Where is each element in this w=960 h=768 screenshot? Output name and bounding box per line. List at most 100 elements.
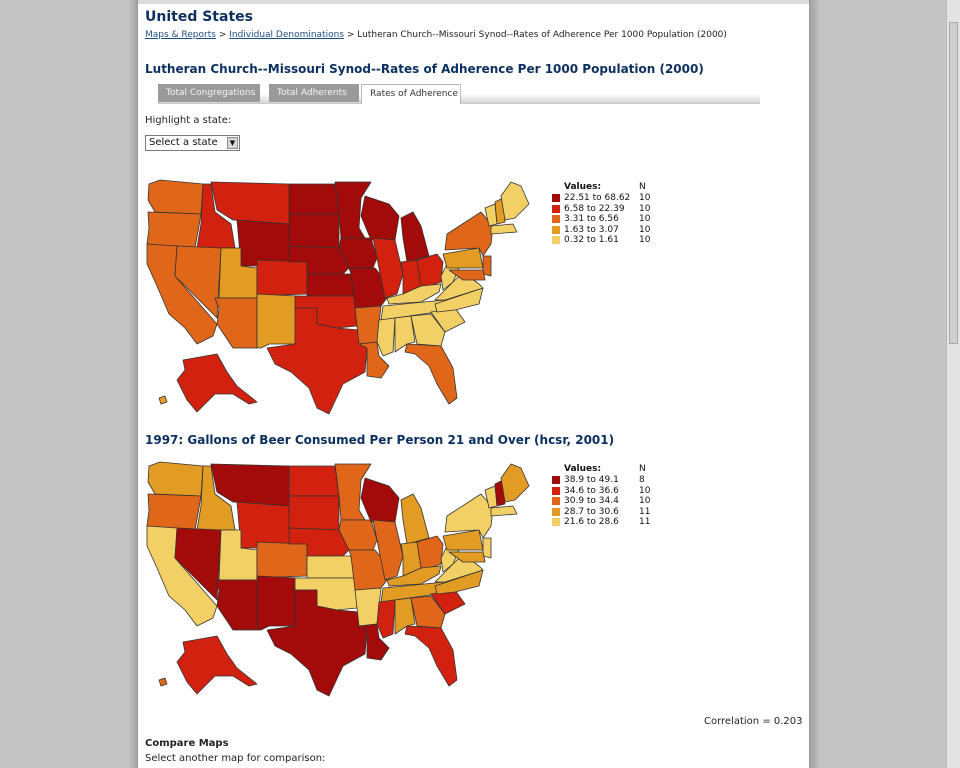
legend-values-header: Values: bbox=[564, 182, 602, 192]
state-ga[interactable] bbox=[410, 595, 446, 629]
state-ak[interactable] bbox=[176, 353, 258, 413]
state-ms[interactable] bbox=[376, 599, 396, 639]
legend-count: 10 bbox=[639, 224, 651, 235]
tab-total-adherents[interactable]: Total Adherents bbox=[269, 84, 359, 102]
state-select-value: Select a state bbox=[149, 137, 218, 148]
state-la[interactable] bbox=[358, 623, 390, 661]
state-wa[interactable] bbox=[147, 461, 204, 497]
state-ks[interactable] bbox=[306, 273, 356, 297]
legend-n-header: N bbox=[639, 464, 646, 474]
breadcrumb-individual-denominations-link[interactable]: Individual Denominations bbox=[229, 30, 345, 40]
legend-label: 21.6 to 28.6 bbox=[564, 517, 619, 527]
state-ma[interactable] bbox=[490, 223, 518, 235]
dropdown-arrow-icon[interactable]: ▼ bbox=[227, 137, 238, 149]
state-mi[interactable] bbox=[400, 211, 430, 263]
legend-n-header: N bbox=[639, 182, 646, 192]
state-ga[interactable] bbox=[410, 313, 446, 347]
state-ky[interactable] bbox=[386, 565, 442, 587]
vertical-scrollbar[interactable] bbox=[946, 0, 960, 768]
breadcrumb-maps-reports-link[interactable]: Maps & Reports bbox=[145, 30, 216, 40]
state-or[interactable] bbox=[146, 211, 202, 249]
state-me[interactable] bbox=[500, 181, 530, 221]
state-ms[interactable] bbox=[376, 317, 396, 357]
legend-swatch bbox=[552, 215, 560, 223]
legend-label: 28.7 to 30.6 bbox=[564, 506, 619, 517]
state-nm[interactable] bbox=[256, 575, 298, 631]
state-al[interactable] bbox=[394, 597, 416, 635]
state-ks[interactable] bbox=[306, 555, 356, 579]
state-al[interactable] bbox=[394, 315, 416, 353]
state-hi[interactable] bbox=[158, 395, 168, 405]
state-pa[interactable] bbox=[442, 247, 484, 269]
state-la[interactable] bbox=[358, 341, 390, 379]
legend-swatch bbox=[552, 225, 560, 234]
state-tx[interactable] bbox=[266, 589, 368, 697]
state-md[interactable] bbox=[448, 551, 486, 563]
state-az[interactable] bbox=[214, 297, 258, 349]
state-nd[interactable] bbox=[288, 183, 340, 215]
state-md[interactable] bbox=[448, 269, 486, 281]
state-il[interactable] bbox=[372, 237, 404, 299]
legend-values-header: Values: bbox=[564, 464, 602, 474]
state-pa[interactable] bbox=[442, 529, 484, 551]
tab-rates-of-adherence[interactable]: Rates of Adherence bbox=[361, 84, 461, 104]
state-wi[interactable] bbox=[360, 195, 400, 241]
state-id[interactable] bbox=[196, 183, 236, 249]
state-sd[interactable] bbox=[288, 213, 340, 249]
state-ny[interactable] bbox=[444, 211, 494, 257]
legend-label: 0.32 to 1.61 bbox=[564, 235, 619, 245]
state-tx[interactable] bbox=[266, 307, 368, 415]
map1-choropleth bbox=[146, 179, 530, 415]
state-oh[interactable] bbox=[416, 535, 444, 569]
breadcrumb: Maps & Reports > Individual Denomination… bbox=[145, 30, 727, 40]
legend-swatch bbox=[552, 194, 560, 202]
state-ky[interactable] bbox=[386, 283, 442, 305]
state-me[interactable] bbox=[500, 463, 530, 503]
legend-count: 10 bbox=[639, 214, 651, 224]
state-wi[interactable] bbox=[360, 477, 400, 523]
state-mn[interactable] bbox=[334, 463, 372, 521]
state-fl[interactable] bbox=[404, 343, 458, 405]
state-ak[interactable] bbox=[176, 635, 258, 695]
state-nj[interactable] bbox=[482, 255, 492, 277]
state-mi[interactable] bbox=[400, 493, 430, 545]
legend-count: 10 bbox=[639, 193, 651, 203]
state-az[interactable] bbox=[214, 579, 258, 631]
map-tabs: Total Congregations Total Adherents Rate… bbox=[158, 84, 760, 104]
state-fl[interactable] bbox=[404, 625, 458, 687]
state-wa[interactable] bbox=[147, 179, 204, 215]
state-co[interactable] bbox=[256, 541, 308, 579]
legend-count: 8 bbox=[639, 475, 645, 485]
state-select[interactable]: Select a state ▼ bbox=[145, 135, 240, 151]
compare-maps-instructions: Select another map for comparison: bbox=[145, 753, 326, 764]
state-mo[interactable] bbox=[348, 549, 388, 591]
state-sd[interactable] bbox=[288, 495, 340, 531]
legend-label: 22.51 to 68.62 bbox=[564, 193, 631, 203]
breadcrumb-separator: > bbox=[344, 30, 358, 40]
state-nv[interactable] bbox=[174, 245, 222, 319]
legend-swatch bbox=[552, 236, 560, 244]
state-mn[interactable] bbox=[334, 181, 372, 239]
legend-count: 10 bbox=[639, 235, 651, 245]
state-il[interactable] bbox=[372, 519, 404, 581]
state-or[interactable] bbox=[146, 493, 202, 531]
state-ma[interactable] bbox=[490, 505, 518, 517]
page-content: United States Maps & Reports > Individua… bbox=[137, 0, 810, 768]
state-nd[interactable] bbox=[288, 465, 340, 497]
state-oh[interactable] bbox=[416, 253, 444, 287]
state-nj[interactable] bbox=[482, 537, 492, 559]
state-nm[interactable] bbox=[256, 293, 298, 349]
country-title: United States bbox=[145, 9, 253, 25]
state-nv[interactable] bbox=[174, 527, 222, 601]
state-wy[interactable] bbox=[236, 219, 292, 267]
scrollbar-thumb[interactable] bbox=[949, 22, 958, 344]
state-id[interactable] bbox=[196, 465, 236, 531]
state-mo[interactable] bbox=[348, 267, 388, 309]
state-ny[interactable] bbox=[444, 493, 494, 539]
state-co[interactable] bbox=[256, 259, 308, 297]
legend-swatch bbox=[552, 486, 560, 495]
tab-total-congregations[interactable]: Total Congregations bbox=[158, 84, 260, 102]
state-wy[interactable] bbox=[236, 501, 292, 549]
state-hi[interactable] bbox=[158, 677, 168, 687]
legend-count: 11 bbox=[639, 506, 651, 517]
